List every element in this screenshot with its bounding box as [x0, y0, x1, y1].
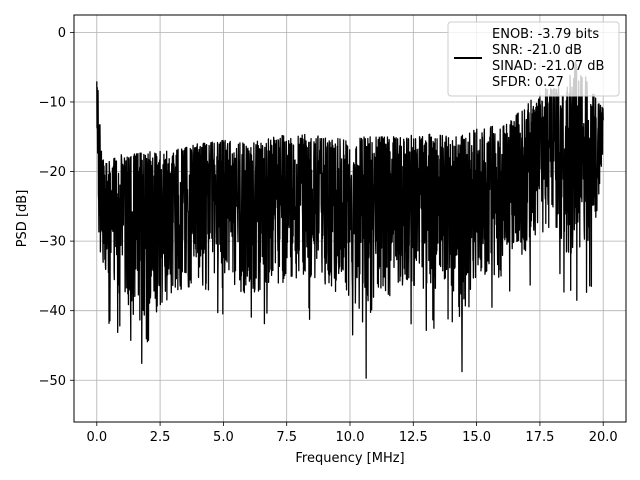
legend-box [447, 21, 620, 97]
ticks: 0.0 2.5 5.0 7.5 10.0 12.5 15.0 17.5 20.0 0 −10 −20 −… [39, 26, 618, 445]
legend-line-enob: ENOB: -3.79 bits [492, 27, 599, 42]
x-tick-label: 15.0 [462, 430, 491, 445]
psd-series [96, 60, 604, 379]
legend: ENOB: -3.79 bits SNR: -21.0 dB SINAD: -2… [447, 21, 620, 97]
x-tick-label: 20.0 [589, 430, 618, 445]
x-tick-label: 17.5 [525, 430, 554, 445]
y-tick-label: 0 [58, 26, 66, 41]
psd-line [96, 60, 604, 379]
x-tick-label: 7.5 [276, 430, 297, 445]
legend-line-snr: SNR: -21.0 dB [492, 43, 582, 58]
legend-line-sfdr: SFDR: 0.27 [492, 75, 564, 90]
y-tick-label: −30 [39, 235, 66, 250]
y-tick-label: −50 [39, 374, 66, 389]
x-tick-label: 12.5 [399, 430, 428, 445]
x-tick-label: 2.5 [150, 430, 171, 445]
y-tick-label: −40 [39, 304, 66, 319]
y-tick-label: −20 [39, 165, 66, 180]
x-tick-label: 0.0 [86, 430, 107, 445]
x-tick-label: 5.0 [213, 430, 234, 445]
y-tick-label: −10 [39, 95, 66, 110]
y-axis-label: PSD [dB] [15, 190, 30, 248]
x-tick-label: 10.0 [336, 430, 365, 445]
legend-line-sinad: SINAD: -21.07 dB [492, 59, 604, 74]
x-axis-label: Frequency [MHz] [295, 451, 404, 466]
